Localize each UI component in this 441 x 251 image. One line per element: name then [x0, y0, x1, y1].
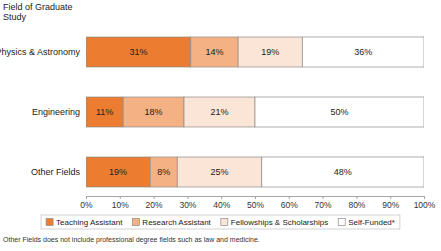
x-axis: 0% 10% 20% 30% 40% 50% 60% 70% 80% 90% 100% [80, 196, 435, 210]
legend-swatch [46, 219, 53, 226]
legend: Teaching Assistant Research Assistant Fell… [41, 215, 400, 229]
bar-segment [184, 97, 255, 127]
data-label: 14% [205, 47, 223, 57]
tick-mark [356, 196, 357, 199]
tick-mark [424, 196, 425, 199]
bar-segment [86, 157, 150, 187]
y-axis: Physics & Astronomy Engineering Other Fiel… [0, 47, 80, 177]
bar-segment [302, 37, 424, 67]
legend-label: Research Assistant [142, 218, 211, 227]
data-label: 50% [330, 107, 348, 117]
data-label: 31% [129, 47, 147, 57]
tick: 0% [80, 196, 93, 210]
data-label: 21% [211, 107, 229, 117]
bar-segment [150, 157, 177, 187]
tick-label: 40% [213, 200, 230, 210]
data-label: 36% [354, 47, 372, 57]
bar-segment [191, 37, 238, 67]
tick-mark [187, 196, 188, 199]
tick: 50% [247, 196, 264, 210]
tick-label: 30% [179, 200, 196, 210]
legend-swatch [132, 219, 139, 226]
tick-label: 70% [315, 200, 332, 210]
data-label: 18% [145, 107, 163, 117]
legend-item: Self-Funded* [338, 218, 395, 227]
bar-segment [262, 157, 424, 187]
data-label: 48% [334, 167, 352, 177]
tick-mark [390, 196, 391, 199]
tick: 100% [414, 196, 436, 210]
tick: 70% [315, 196, 332, 210]
tick-mark [323, 196, 324, 199]
legend-item: Fellowships & Scholarships [221, 218, 328, 227]
legend-item: Teaching Assistant [46, 218, 123, 227]
data-label: 19% [261, 47, 279, 57]
data-label: 25% [211, 167, 229, 177]
legend-label: Self-Funded* [348, 218, 395, 227]
tick: 10% [112, 196, 129, 210]
bar-segment [238, 37, 302, 67]
tick-label: 100% [414, 200, 436, 210]
tick: 60% [281, 196, 298, 210]
legend-label: Fellowships & Scholarships [231, 218, 328, 227]
tick-label: 20% [146, 200, 163, 210]
footnote: Other Fields does not include profession… [3, 236, 260, 244]
tick-label: 60% [281, 200, 298, 210]
legend-swatch [221, 219, 228, 226]
axis-title: Field of GraduateStudy [3, 2, 73, 22]
tick-label: 10% [112, 200, 129, 210]
tick-mark [221, 196, 222, 199]
tick-mark [289, 196, 290, 199]
legend-label: Teaching Assistant [56, 218, 123, 227]
bar-segment [86, 97, 123, 127]
data-label: 19% [109, 167, 127, 177]
category-label: Physics & Astronomy [0, 47, 80, 57]
data-label: 11% [96, 107, 113, 117]
bar-segment [255, 97, 424, 127]
legend-item: Research Assistant [132, 218, 211, 227]
category-label: Engineering [32, 107, 80, 117]
legend-swatch [338, 219, 345, 226]
tick: 30% [179, 196, 196, 210]
data-label: 8% [157, 167, 170, 177]
bars [86, 37, 424, 187]
tick-mark [255, 196, 256, 199]
tick: 90% [382, 196, 399, 210]
bar-segment [86, 37, 191, 67]
category-label: Other Fields [31, 167, 81, 177]
chart: 31% 11% 19% 14% 18% 8% 19% 21% 25% 36% 50% 48% 0% 10%… [0, 0, 441, 251]
tick-label: 0% [80, 200, 93, 210]
tick-mark [120, 196, 121, 199]
tick: 40% [213, 196, 230, 210]
bar-segment [177, 157, 262, 187]
data-labels: 31% 11% 19% 14% 18% 8% 19% 21% 25% 36% 50% 48% [96, 47, 372, 177]
tick-mark [86, 196, 87, 199]
tick-label: 50% [247, 200, 264, 210]
tick: 20% [146, 196, 163, 210]
tick-label: 90% [382, 200, 399, 210]
tick-mark [154, 196, 155, 199]
bar-segment [123, 97, 184, 127]
legend-frame [41, 215, 400, 229]
tick-label: 80% [348, 200, 365, 210]
tick: 80% [348, 196, 365, 210]
